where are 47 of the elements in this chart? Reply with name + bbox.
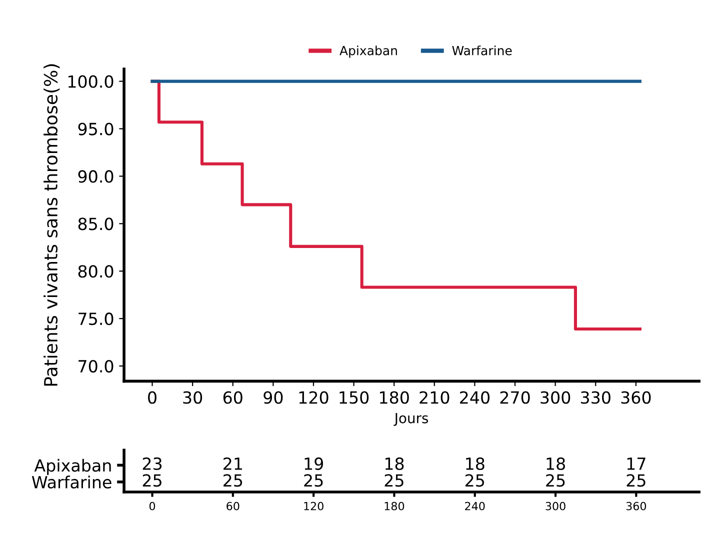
data-label: 17: [627, 458, 646, 470]
x-tick-label: 330: [580, 391, 610, 404]
data-label: 19: [304, 457, 323, 470]
data-label: 23: [142, 457, 162, 470]
y-tick-label: Apixaban: [34, 458, 111, 475]
x-tick-label: 300: [540, 391, 570, 404]
data-label: 18: [466, 457, 484, 470]
y-tick-label: Warfarine: [32, 476, 112, 488]
data-label: 18: [385, 457, 404, 470]
y-axis-title: Patients vivants sans thrombose(%): [44, 64, 60, 386]
y-tick-label: 100.0: [68, 75, 114, 88]
x-tick-label: 150: [340, 391, 369, 404]
x-tick-label: 180: [384, 502, 404, 510]
data-label: 18: [546, 457, 565, 470]
legend-label: Apixaban: [340, 46, 397, 58]
y-tick-label: 70.0: [78, 360, 114, 373]
x-tick-label: 180: [380, 391, 409, 404]
x-tick-label: 270: [500, 391, 530, 404]
data-label: 25: [304, 474, 323, 487]
x-tick-label: 0: [148, 391, 156, 404]
data-label: 25: [224, 474, 242, 487]
x-tick-label: 60: [223, 391, 242, 404]
x-tick-label: 60: [226, 502, 240, 510]
x-tick-label: 360: [621, 391, 651, 404]
x-axis-title: Jours: [394, 413, 428, 426]
data-label: 25: [384, 474, 404, 487]
x-tick-label: 0: [149, 502, 156, 510]
y-tick-label: 90.0: [78, 170, 114, 183]
x-tick-label: 120: [304, 502, 324, 510]
x-tick-label: 120: [299, 391, 328, 404]
y-tick-label: 85.0: [78, 218, 114, 230]
x-tick-label: 210: [420, 391, 450, 404]
x-tick-label: 240: [460, 391, 490, 404]
legend-label: Warfarine: [452, 46, 512, 56]
data-label: 21: [224, 457, 242, 470]
data-label: 25: [465, 474, 484, 487]
data-label: 25: [142, 474, 162, 487]
x-tick-label: 300: [546, 502, 566, 510]
x-tick-label: 30: [183, 391, 202, 404]
y-tick-label: 75.0: [78, 312, 114, 326]
x-tick-label: 90: [264, 391, 283, 404]
data-label: 25: [546, 474, 565, 487]
x-tick-label: 360: [626, 502, 646, 510]
y-tick-label: 95.0: [78, 122, 114, 136]
y-tick-label: 80.0: [78, 265, 114, 278]
data-label: 25: [626, 474, 646, 487]
x-tick-label: 240: [465, 502, 485, 510]
